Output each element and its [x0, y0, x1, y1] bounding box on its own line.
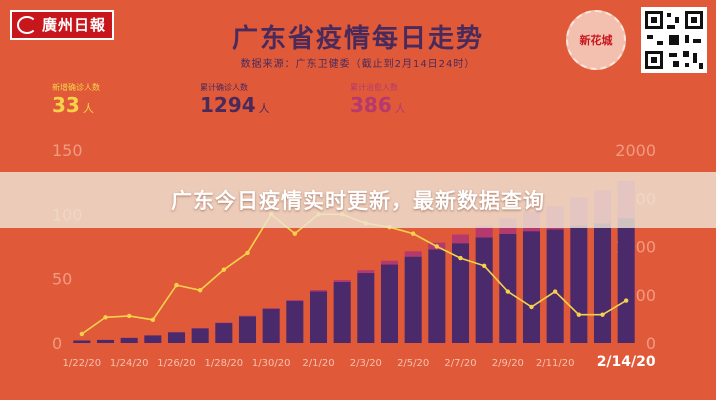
- stat-label: 累计确诊人数: [200, 83, 248, 92]
- confirmed-bar: [73, 340, 91, 343]
- confirmed-bar: [617, 218, 635, 343]
- newspaper-logo: 廣州日報: [10, 10, 114, 40]
- headline-banner: 广东今日疫情实时更新，最新数据查询: [0, 172, 716, 228]
- daily-new-point: [197, 288, 203, 293]
- qr-code-icon: [641, 7, 707, 73]
- y-right-tick-label: 2000: [615, 141, 656, 160]
- confirmed-bar: [522, 231, 541, 343]
- confirmed-bar: [96, 339, 115, 343]
- confirmed-bar: [380, 264, 399, 343]
- cured-bar: [333, 280, 351, 283]
- page-title: 广东省疫情每日走势: [231, 24, 484, 54]
- headline-text: 广东今日疫情实时更新，最新数据查询: [171, 189, 545, 213]
- x-tick-label: 2/5/20: [397, 358, 429, 369]
- x-tick-label: 1/24/20: [110, 358, 149, 369]
- confirmed-bar: [451, 243, 470, 343]
- daily-new-point: [552, 289, 558, 294]
- daily-new-point: [126, 313, 132, 319]
- confirmed-bar: [357, 273, 375, 343]
- cured-bar: [357, 270, 375, 274]
- confirmed-bar: [404, 256, 422, 343]
- badge-text: 新花城: [579, 34, 613, 47]
- stat-total-confirmed: 累计确诊人数 1294 人: [200, 82, 270, 121]
- epidemic-chart: 050100150 0500100015002000 1/22/201/24/2…: [52, 141, 656, 370]
- daily-new-point: [623, 298, 629, 303]
- x-tick-label: 2/14/20: [597, 354, 656, 370]
- daily-new-point: [221, 267, 227, 272]
- x-tick-label: 1/26/20: [157, 358, 196, 369]
- confirmed-bar: [167, 332, 186, 343]
- daily-new-point: [458, 255, 463, 261]
- x-tick-label: 2/11/20: [536, 358, 575, 369]
- cured-bar: [380, 260, 399, 265]
- daily-new-point: [410, 231, 416, 236]
- daily-new-point: [245, 250, 250, 256]
- daily-new-point: [576, 312, 582, 317]
- daily-new-point: [529, 304, 534, 310]
- confirmed-bar: [309, 291, 328, 343]
- confirmed-bar: [475, 237, 493, 343]
- daily-new-point: [174, 282, 179, 288]
- cured-bar: [475, 225, 493, 238]
- daily-new-point: [79, 331, 85, 337]
- stat-value: 1294 人: [200, 93, 270, 121]
- stat-number: 386: [350, 93, 392, 117]
- daily-new-point: [481, 263, 487, 268]
- x-tick-label: 2/3/20: [350, 358, 382, 369]
- y-left-tick-label: 50: [52, 270, 72, 289]
- confirmed-bar: [286, 300, 304, 343]
- daily-new-point: [103, 315, 108, 320]
- stat-unit: 人: [258, 102, 270, 115]
- cured-bar: [238, 315, 257, 317]
- confirmed-bar: [120, 337, 138, 343]
- newspaper-logo-icon: [17, 16, 37, 34]
- x-tick-label: 1/28/20: [205, 358, 244, 369]
- daily-new-point: [600, 312, 605, 317]
- confirmed-bar: [570, 225, 588, 343]
- x-tick-label: 1/30/20: [252, 358, 291, 369]
- daily-new-point: [505, 289, 511, 294]
- x-tick-label: 2/1/20: [302, 358, 334, 369]
- stat-value: 386 人: [350, 93, 406, 121]
- stat-label: 累计治愈人数: [350, 83, 398, 92]
- x-tick-label: 2/9/20: [492, 358, 524, 369]
- stat-value: 33 人: [52, 93, 100, 121]
- cured-bar: [404, 251, 422, 257]
- x-tick-label: 2/7/20: [444, 358, 476, 369]
- stat-unit: 人: [394, 102, 406, 115]
- stat-number: 1294: [200, 93, 256, 117]
- y-left-tick-label: 150: [52, 141, 83, 160]
- cured-bar: [262, 308, 280, 309]
- confirmed-bar: [333, 282, 351, 343]
- cured-bar: [286, 299, 304, 301]
- stat-total-cured: 累计治愈人数 386 人: [350, 82, 406, 121]
- daily-new-point: [150, 317, 156, 323]
- confirmed-bar: [262, 308, 280, 343]
- x-tick-label: 1/22/20: [63, 358, 102, 369]
- confirmed-bar: [215, 323, 233, 343]
- data-source: 数据来源：广东卫健委（截止到2月14日24时）: [240, 59, 476, 70]
- confirmed-bar: [144, 335, 162, 343]
- confirmed-bar: [238, 316, 257, 343]
- cured-bar: [309, 290, 328, 292]
- daily-new-point: [292, 231, 298, 236]
- daily-new-line: [81, 213, 627, 335]
- app-badge: 新花城: [566, 10, 626, 70]
- cured-bar: [451, 234, 470, 244]
- daily-new-point: [434, 244, 440, 249]
- confirmed-bar: [546, 229, 564, 343]
- confirmed-bar: [499, 233, 517, 343]
- stat-new-confirmed: 新增确诊人数 33 人: [52, 82, 100, 121]
- confirmed-bar: [428, 249, 446, 343]
- y-right-tick-label: 0: [646, 334, 656, 353]
- stat-number: 33: [52, 93, 80, 117]
- y-left-tick-label: 0: [52, 334, 62, 353]
- confirmed-bar: [593, 223, 612, 343]
- stat-unit: 人: [82, 102, 94, 115]
- stat-label: 新增确诊人数: [52, 83, 100, 92]
- confirmed-bar: [191, 328, 209, 343]
- logo-text: 廣州日報: [42, 16, 107, 34]
